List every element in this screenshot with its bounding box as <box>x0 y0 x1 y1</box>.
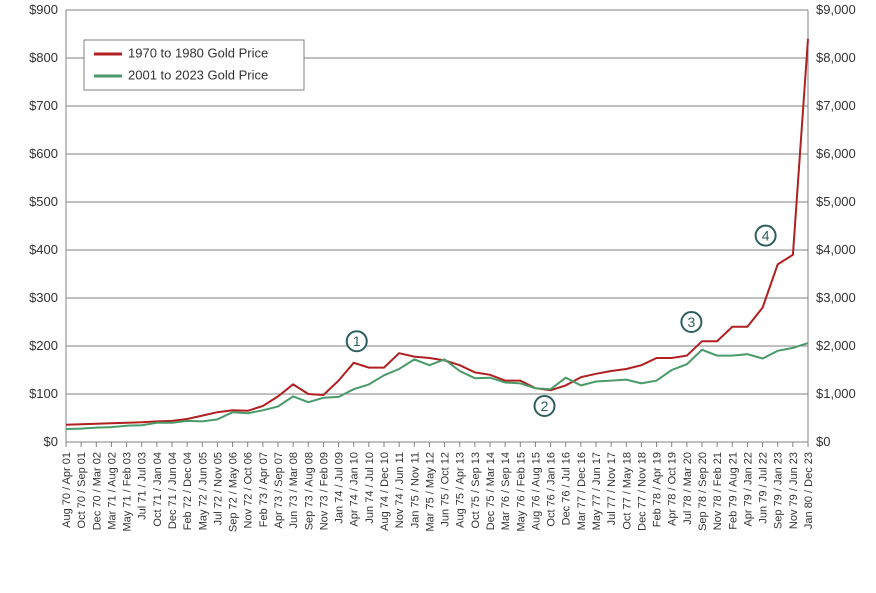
gold-price-chart: $0 $0 $100 $1,000 $200 $2,000 $300 $3,000 $400 $4… <box>0 0 876 593</box>
right-axis-tick: $0 <box>816 434 830 449</box>
x-axis-tick: Feb 79 / Aug 21 <box>727 452 739 530</box>
x-axis-tick: Aug 74 / Dec 10 <box>379 452 391 531</box>
left-axis-tick: $500 <box>29 194 58 209</box>
x-axis-tick: Jan 75 / Nov 11 <box>409 452 421 528</box>
x-axis-tick: Oct 75 / Sep 13 <box>470 452 482 528</box>
x-axis-tick: Jul 77 / Nov 17 <box>606 452 618 525</box>
x-axis-tick: Feb 78 / Apr 19 <box>652 452 664 527</box>
x-axis-tick: Oct 76 / Jan 16 <box>546 452 558 527</box>
left-axis-tick: $200 <box>29 338 58 353</box>
legend-label: 2001 to 2023 Gold Price <box>128 67 268 82</box>
x-axis-tick: Oct 77 / May 18 <box>621 452 633 530</box>
x-axis-tick: Dec 75 / Mar 14 <box>485 452 497 530</box>
x-axis-tick: Nov 74 / Jun 11 <box>394 452 406 528</box>
x-axis-tick: Feb 73 / Apr 07 <box>258 452 270 527</box>
left-axis-tick: $900 <box>29 2 58 17</box>
x-axis-tick: Mar 75 / May 12 <box>424 452 436 531</box>
left-axis-tick: $100 <box>29 386 58 401</box>
x-axis-tick: Sep 78 / Sep 20 <box>697 452 709 531</box>
right-axis-tick: $2,000 <box>816 338 856 353</box>
left-axis-tick: $700 <box>29 98 58 113</box>
x-axis-tick: Mar 71 / Aug 02 <box>106 452 118 530</box>
x-axis-tick: Mar 77 / Dec 16 <box>576 452 588 530</box>
annotation-label: 2 <box>541 398 549 414</box>
x-axis-tick: Nov 79 / Jun 23 <box>788 452 800 529</box>
x-axis-tick: Apr 74 / Jan 10 <box>349 452 361 527</box>
x-axis-tick: Apr 79 / Jan 22 <box>742 452 754 527</box>
x-axis-tick: Jan 80 / Dec 23 <box>803 452 815 529</box>
x-axis-tick: May 77 / Jun 17 <box>591 452 603 530</box>
x-axis-tick: May 76 / Feb 15 <box>515 452 527 532</box>
x-axis-tick: May 71 / Feb 03 <box>122 452 134 532</box>
x-axis-tick: Mar 76 / Sep 14 <box>500 452 512 530</box>
x-axis-tick: Apr 73 / Sep 07 <box>273 452 285 528</box>
left-axis-tick: $0 <box>44 434 58 449</box>
x-axis-tick: Jun 74 / Jul 10 <box>364 452 376 524</box>
left-axis-tick: $300 <box>29 290 58 305</box>
right-axis-tick: $8,000 <box>816 50 856 65</box>
x-axis-tick: Jun 79 / Jul 22 <box>758 452 770 524</box>
right-axis-tick: $1,000 <box>816 386 856 401</box>
x-axis-tick: Jul 72 / Nov 05 <box>212 452 224 525</box>
x-axis-tick: Dec 76 / Jul 16 <box>561 452 573 525</box>
annotation-label: 3 <box>688 314 696 330</box>
left-axis-tick: $600 <box>29 146 58 161</box>
x-axis-tick: Jun 73 / Mar 08 <box>288 452 300 528</box>
x-axis-tick: Sep 79 / Jan 23 <box>773 452 785 529</box>
x-axis-tick: Nov 73 / Feb 09 <box>318 452 330 530</box>
x-axis-tick: Oct 71 / Jan 04 <box>152 452 164 527</box>
x-axis-tick: Jul 78 / Mar 20 <box>682 452 694 525</box>
right-axis-tick: $5,000 <box>816 194 856 209</box>
x-axis-tick: Jun 75 / Oct 12 <box>440 452 452 527</box>
series-line <box>66 343 808 429</box>
left-axis-tick: $800 <box>29 50 58 65</box>
x-axis-tick: Dec 71 / Jun 04 <box>167 452 179 529</box>
right-axis-tick: $9,000 <box>816 2 856 17</box>
x-axis-tick: Feb 72 / Dec 04 <box>182 452 194 530</box>
series-line <box>66 39 808 425</box>
x-axis-tick: Sep 72 / May 06 <box>228 452 240 532</box>
right-axis-tick: $6,000 <box>816 146 856 161</box>
x-axis-tick: Nov 72 / Oct 06 <box>243 452 255 528</box>
x-axis-tick: Apr 78 / Oct 19 <box>667 452 679 526</box>
x-axis-tick: Jul 71 / Jul 03 <box>137 452 149 520</box>
annotation-label: 1 <box>353 333 361 349</box>
x-axis-tick: Aug 75 / Apr 13 <box>455 452 467 528</box>
x-axis-tick: Dec 70 / Mar 02 <box>91 452 103 530</box>
annotation-label: 4 <box>762 228 770 244</box>
right-axis-tick: $7,000 <box>816 98 856 113</box>
right-axis-tick: $4,000 <box>816 242 856 257</box>
x-axis-tick: Aug 70 / Apr 01 <box>61 452 73 528</box>
x-axis-tick: Dec 77 / Nov 18 <box>636 452 648 531</box>
x-axis-tick: Oct 70 / Sep 01 <box>76 452 88 528</box>
x-axis-tick: May 72 / Jun 05 <box>197 452 209 530</box>
left-axis-tick: $400 <box>29 242 58 257</box>
x-axis-tick: Sep 73 / Aug 08 <box>303 452 315 530</box>
right-axis-tick: $3,000 <box>816 290 856 305</box>
x-axis-tick: Nov 78 / Feb 21 <box>712 452 724 530</box>
x-axis-tick: Jan 74 / Jul 09 <box>334 452 346 524</box>
x-axis-tick: Aug 76 / Aug 15 <box>530 452 542 530</box>
legend-label: 1970 to 1980 Gold Price <box>128 45 268 60</box>
chart-svg: $0 $0 $100 $1,000 $200 $2,000 $300 $3,000 $400 $4… <box>0 0 876 593</box>
